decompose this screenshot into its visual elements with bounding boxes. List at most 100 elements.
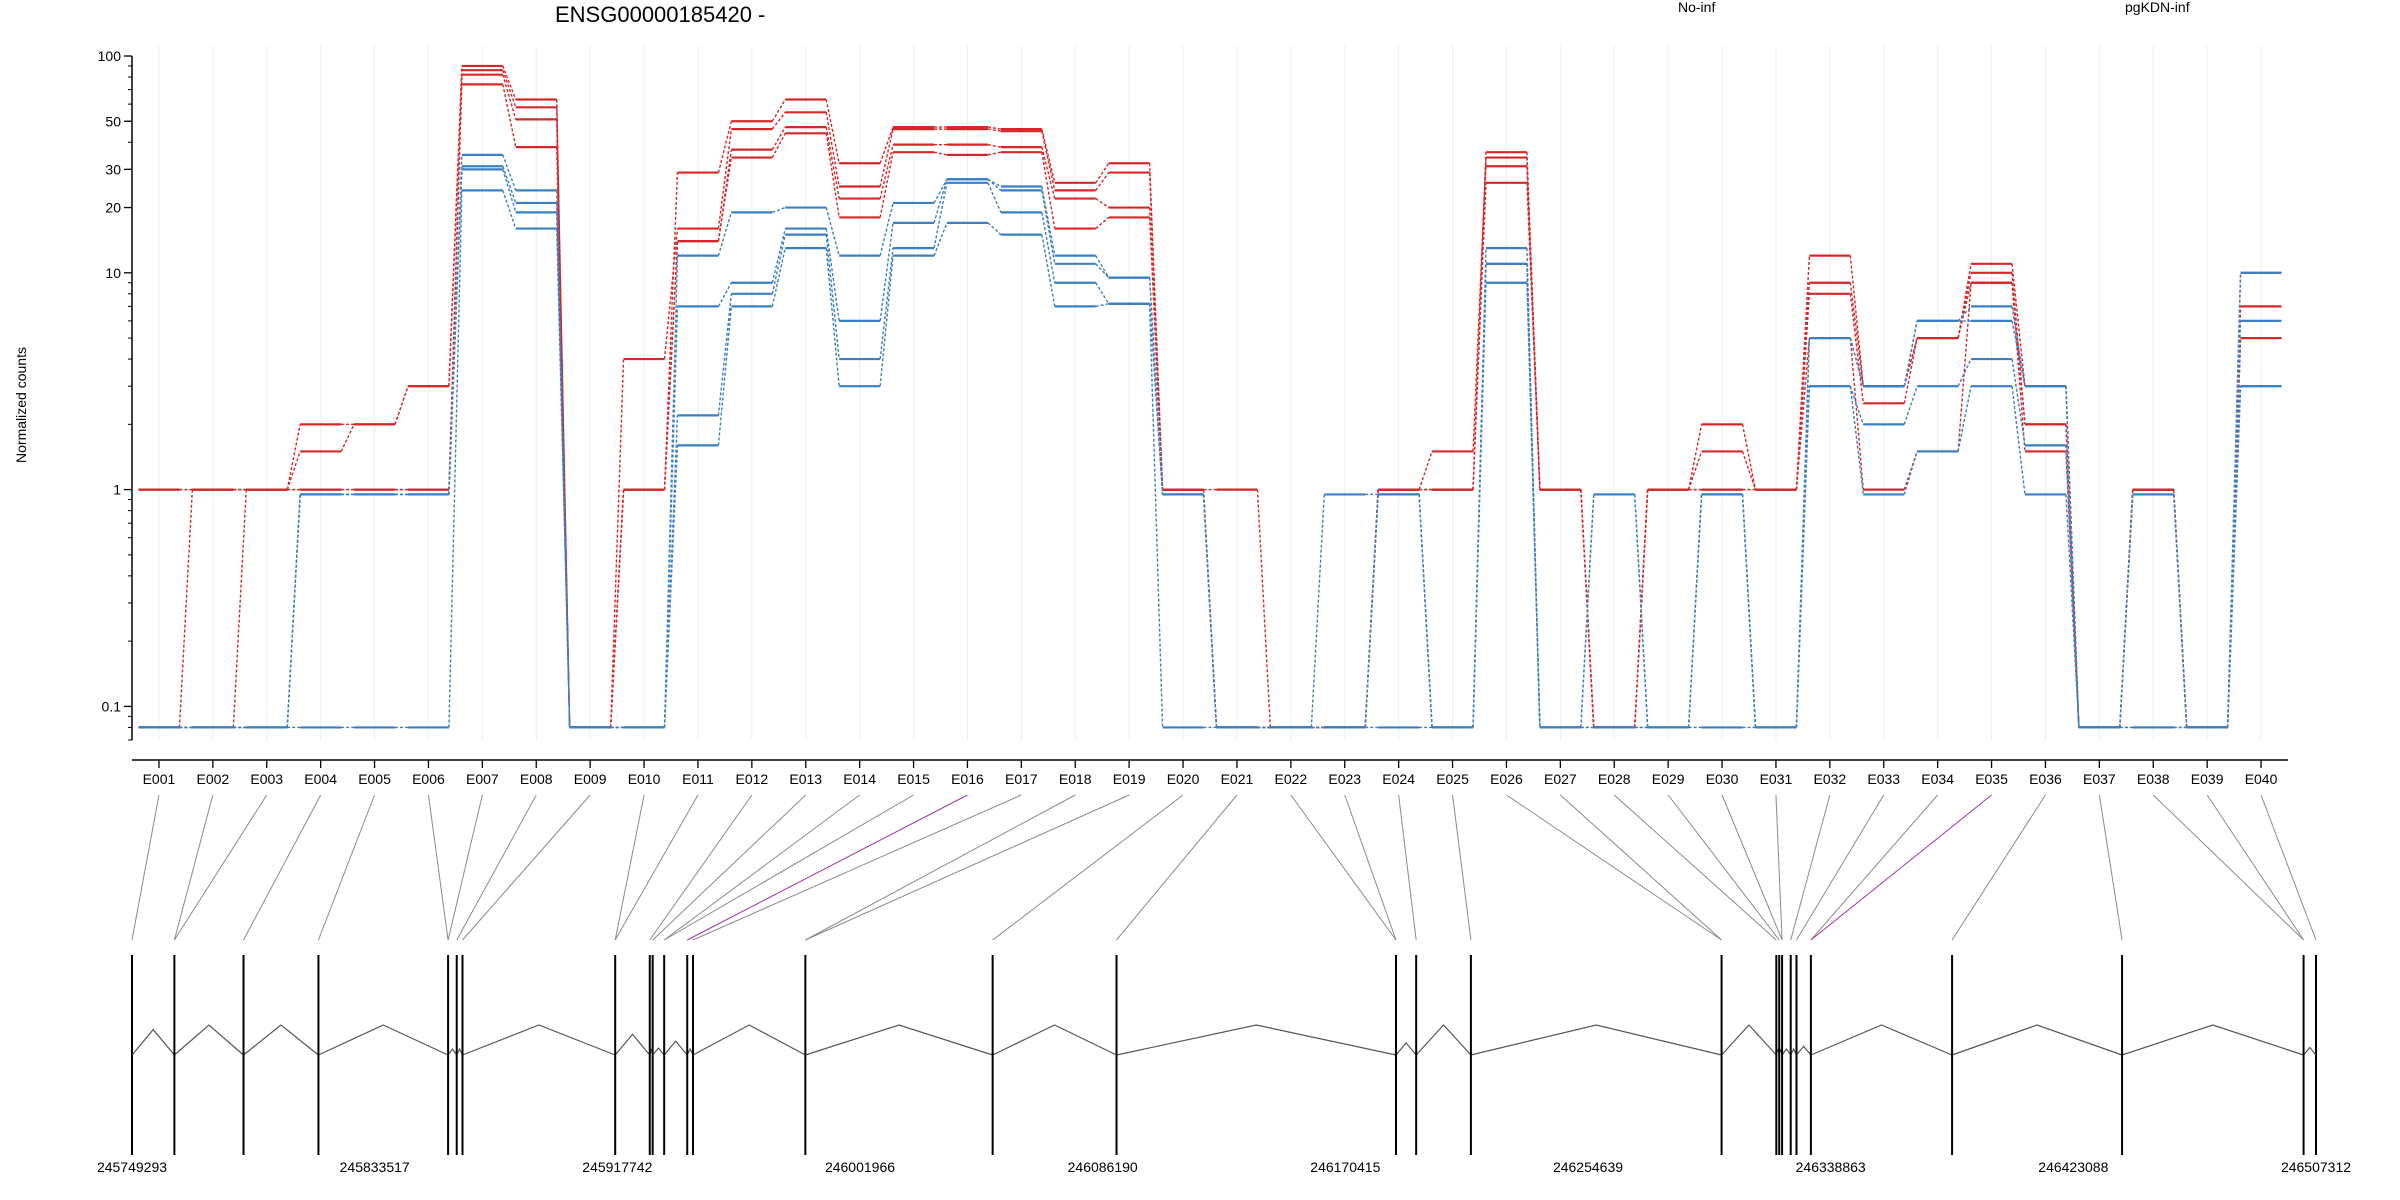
data-connector [771, 228, 786, 283]
data-connector [2011, 282, 2026, 425]
data-connector [1095, 263, 1110, 279]
series-no-inf-3 [138, 83, 2282, 729]
data-connector [2011, 306, 2026, 387]
intron-line [1721, 1024, 1777, 1056]
data-connector [933, 178, 948, 204]
data-connector [502, 166, 517, 204]
exon-connector [427, 794, 449, 941]
exon-connector [649, 794, 753, 941]
data-connector [1741, 451, 1757, 490]
legend-pgkdn-inf: pgKDN-inf [2125, 0, 2190, 15]
data-connector [1795, 386, 1811, 728]
data-connector [1849, 386, 1864, 495]
data-connector [2011, 282, 2026, 452]
y-tick-label: 0.1 [102, 698, 122, 714]
data-connector [1849, 255, 1864, 387]
y-axis-label: Normalized counts [13, 347, 29, 463]
intron-line [805, 1024, 993, 1056]
data-connector [1095, 216, 1110, 230]
exon-connector [805, 794, 1130, 941]
data-connector [286, 494, 301, 728]
exon-connector [173, 794, 214, 941]
intron-line [2121, 1024, 2304, 1056]
data-connector [502, 169, 517, 213]
x-tick-label: E040 [2245, 771, 2278, 787]
data-connector [1526, 182, 1541, 490]
y-tick-label: 50 [105, 113, 121, 129]
x-tick-label: E024 [1382, 771, 1415, 787]
exon-connector [805, 794, 1076, 941]
x-tick-label: E001 [143, 771, 176, 787]
exon-connector [1951, 794, 2046, 941]
exon-connector [1506, 794, 1722, 941]
y-tick-label: 20 [105, 200, 121, 216]
x-tick-label: E031 [1760, 771, 1793, 787]
exon-connector [614, 794, 699, 941]
data-connector [717, 129, 733, 229]
data-connector [178, 489, 194, 728]
data-connector [1687, 424, 1703, 490]
data-connector [502, 69, 517, 108]
x-tick-label: E008 [520, 771, 553, 787]
data-connector [448, 190, 463, 728]
data-connector [286, 451, 301, 490]
data-connector [1849, 337, 1864, 387]
genomic-coordinate-label: 246001966 [825, 1159, 895, 1175]
data-connector [1148, 303, 1164, 495]
x-tick-label: E003 [250, 771, 283, 787]
data-connector [987, 151, 1002, 156]
data-connector [1687, 451, 1703, 490]
x-tick-label: E035 [1975, 771, 2008, 787]
data-connector [825, 133, 840, 218]
data-connector [1795, 338, 1811, 490]
data-connector [717, 157, 733, 242]
data-connector [2011, 386, 2026, 495]
data-connector [663, 306, 679, 728]
intron-line [663, 1040, 688, 1056]
intron-line [173, 1024, 244, 1056]
data-connector [987, 182, 1002, 213]
data-connector [663, 255, 679, 728]
exon-connector [663, 794, 860, 941]
data-connector [1526, 282, 1541, 728]
intron-line [131, 1028, 175, 1056]
exon-connector [1452, 794, 1472, 941]
data-connector [717, 306, 733, 446]
data-connector [987, 128, 1001, 132]
data-connector [1148, 172, 1164, 490]
chart-title: ENSG00000185420 - [555, 2, 765, 27]
x-tick-label: E002 [196, 771, 229, 787]
exon-connector [243, 794, 322, 941]
data-connector [1472, 157, 1487, 452]
genomic-coordinate-label: 245749293 [97, 1159, 167, 1175]
data-connector [2011, 320, 2026, 387]
data-connector [1957, 305, 1972, 322]
x-tick-label: E013 [789, 771, 822, 787]
x-tick-label: E039 [2191, 771, 2224, 787]
genomic-coordinate-label: 246507312 [2281, 1159, 2351, 1175]
data-connector [1041, 186, 1056, 256]
data-connector [1903, 337, 1918, 404]
data-connector [1472, 182, 1487, 490]
exon-connector [1344, 794, 1397, 941]
data-connector [717, 293, 733, 416]
exon-connector [1790, 794, 1831, 941]
intron-line [318, 1024, 449, 1056]
series-pgkdn-inf-7 [138, 189, 2282, 729]
intron-line [992, 1024, 1117, 1056]
exon-connector [462, 794, 591, 941]
data-connector [987, 178, 1002, 191]
exon-connector [456, 794, 537, 941]
data-connector [1472, 282, 1487, 728]
intron-line [652, 1047, 665, 1056]
intron-line [614, 1033, 651, 1056]
data-connector [879, 126, 894, 164]
data-connector [825, 228, 840, 322]
data-connector [1903, 451, 1918, 490]
legend-no-inf: No-inf [1678, 0, 1715, 15]
x-tick-label: E019 [1113, 771, 1146, 787]
intron-line [1951, 1024, 2123, 1056]
exon-connector [1290, 794, 1397, 941]
data-connector [1903, 385, 1918, 425]
